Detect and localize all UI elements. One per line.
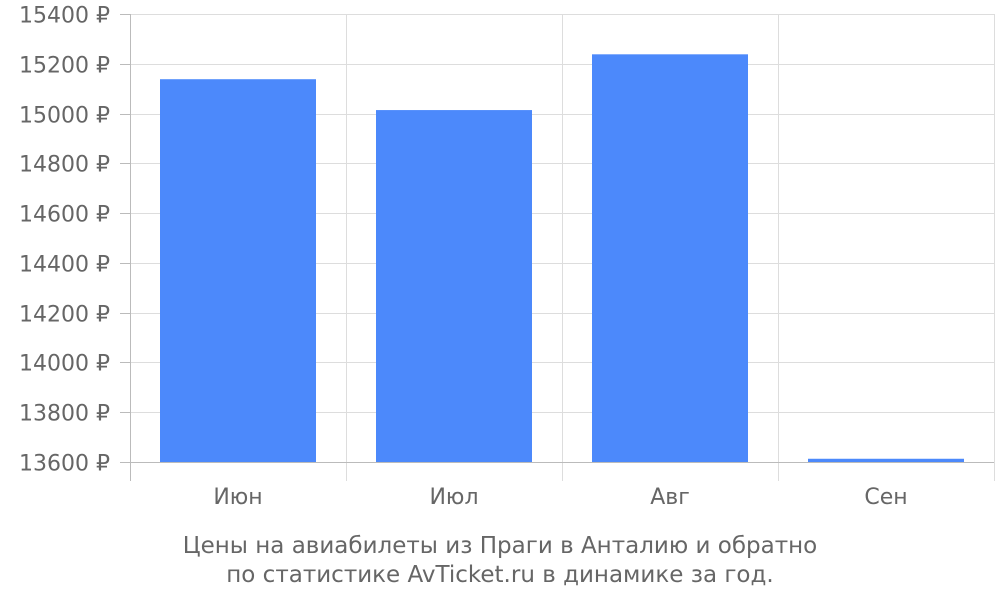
axes — [120, 14, 994, 481]
y-tick-label: 14400 ₽ — [19, 253, 110, 278]
y-tick-label: 14800 ₽ — [19, 153, 110, 178]
chart-caption-line-2: по статистике AvTicket.ru в динамике за … — [226, 562, 774, 588]
x-tick-label: Авг — [650, 485, 690, 510]
y-tick-label: 15400 ₽ — [19, 4, 110, 29]
chart-caption-line-1: Цены на авиабилеты из Праги в Анталию и … — [182, 533, 818, 559]
x-tick-label: Сен — [864, 485, 907, 510]
y-tick-labels: 13600 ₽ 13800 ₽ 14000 ₽ 14200 ₽ 14400 ₽ 14600… — [19, 4, 110, 477]
y-tick-label: 13600 ₽ — [19, 452, 110, 477]
y-tick-label: 14600 ₽ — [19, 203, 110, 228]
x-tick-label: Июл — [429, 485, 478, 510]
x-tick-label: Июн — [213, 485, 262, 510]
bars — [160, 54, 964, 463]
bar-Авг — [592, 54, 748, 462]
y-tick-label: 15000 ₽ — [19, 104, 110, 129]
y-tick-label: 15200 ₽ — [19, 54, 110, 79]
y-tick-label: 13800 ₽ — [19, 402, 110, 427]
bar-Сен — [808, 458, 964, 462]
y-tick-label: 14200 ₽ — [19, 303, 110, 328]
x-tick-labels: Июн Июл Авг Сен — [213, 485, 907, 510]
bar-Июл — [376, 110, 532, 463]
bar-Июн — [160, 79, 316, 462]
y-tick-label: 14000 ₽ — [19, 352, 110, 377]
